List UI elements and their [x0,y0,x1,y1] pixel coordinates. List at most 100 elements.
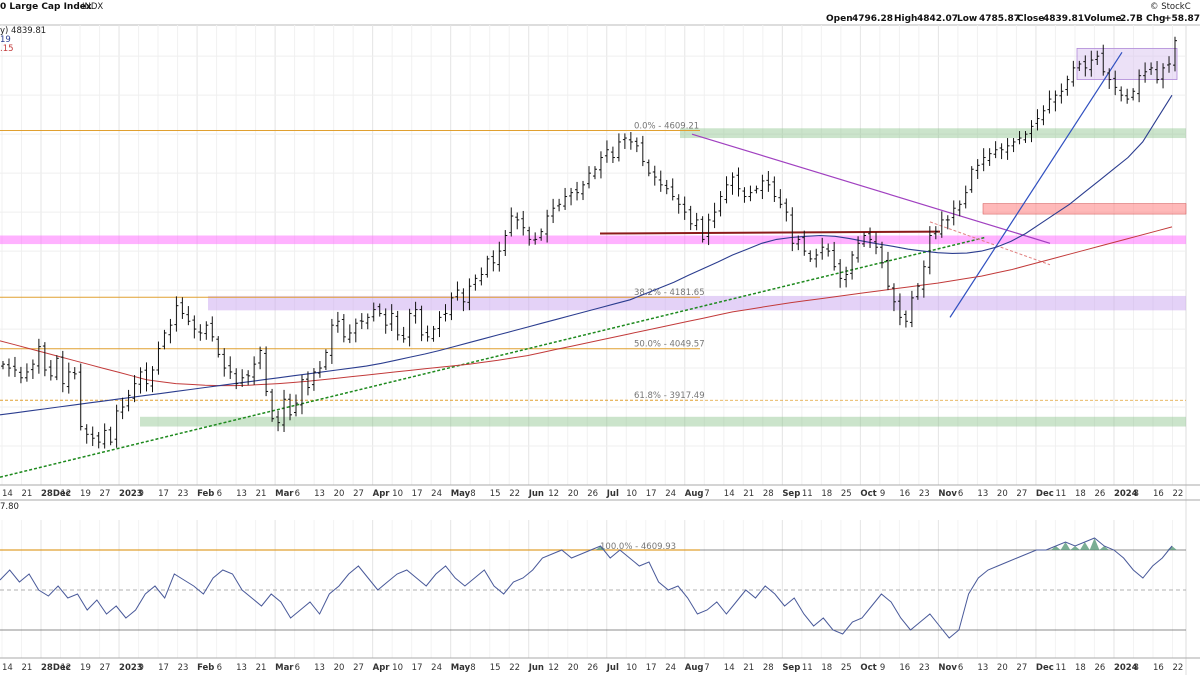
price-bar [24,363,29,382]
price-bar [850,251,855,280]
purple-zone [208,295,1186,311]
x-tick-label: Apr [373,489,391,499]
price-bar [826,243,831,257]
price-bar [856,236,861,263]
x-tick-label-lower: Jun [528,663,544,673]
x-tick-label-lower: 26 [1094,663,1105,673]
x-tick-label-lower: 12 [61,663,72,673]
price-bar [1077,60,1082,71]
price-bar [993,141,998,159]
x-tick-label: 18 [821,489,832,499]
price-bar [1107,68,1112,89]
x-tick-label-lower: 8 [470,663,475,673]
price-bar [467,278,472,311]
price-bar [772,176,777,202]
x-tick-label-lower: 9 [139,663,144,673]
price-bar [527,226,532,246]
price-bar [945,215,950,230]
x-tick-label: Feb [197,489,214,499]
x-tick-label: 26 [1094,489,1105,499]
x-tick-label-lower: 18 [821,663,832,673]
x-tick-label: 9 [880,489,885,499]
price-bar [622,133,627,149]
index-title: 0 Large Cap Index [0,2,92,12]
x-tick-label: Dec [1036,489,1054,499]
price-bar [78,363,83,431]
price-bar [1065,75,1070,96]
x-tick-label: 10 [626,489,637,499]
price-bar [874,232,879,255]
x-tick-label: 28Dec [41,489,71,499]
x-tick-label-lower: 14 [724,663,735,673]
downtrend-line [691,133,1051,244]
x-tick-label-lower: 16 [899,663,910,673]
price-bar [957,200,962,217]
price-bar [640,135,645,167]
price-bar [551,198,556,224]
x-tick-label: 27 [100,489,111,499]
fib-label: 38.2% - 4181.65 [634,288,705,298]
price-bar [144,362,149,392]
high-label: High [894,14,917,24]
x-tick-label-lower: 22 [1172,663,1183,673]
x-tick-label-lower: 7 [704,663,709,673]
price-bar [1155,61,1160,84]
open-value: 4796.28 [852,14,893,24]
legend-ma-blue: 19 [0,35,11,45]
price-bar [628,132,633,150]
x-tick-label: 25 [841,489,852,499]
fibonacci-levels: 0.0% - 4609.21 38.2% - 4181.65 50.0% - 404… [0,122,1186,401]
price-bar [915,283,920,300]
magenta-zone [0,235,1186,245]
price-bar [222,348,227,377]
price-bar [455,281,460,301]
price-bar [790,207,795,252]
price-bar [1047,90,1052,114]
price-bar [712,202,717,229]
x-tick-label-lower: Mar [275,663,294,673]
x-tick-label-lower: Dec [1036,663,1054,673]
price-bar [323,349,328,370]
price-bar [676,194,681,214]
price-bar [664,179,669,195]
price-bar [592,166,597,180]
price-bar [1017,131,1022,145]
price-bar [174,296,179,332]
x-tick-label: 12 [61,489,72,499]
x-tick-label-lower: 11 [1055,663,1066,673]
price-bar [1113,70,1118,96]
x-tick-label-lower: 20 [997,663,1008,673]
x-tick-label-lower: 16 [1153,663,1164,673]
x-tick-label-lower: 8 [1133,663,1138,673]
zones [0,47,1187,427]
price-bar [963,185,968,209]
price-bar [18,366,23,384]
indicator-panel: 100.0% - 4609.93 [0,537,1186,639]
support-zone [140,416,1186,427]
price-bar [670,178,675,201]
price-bar [1095,50,1100,65]
price-bar [234,368,239,390]
price-bar [276,410,281,432]
x-tick-label: 8 [1133,489,1138,499]
price-bar [90,426,95,447]
x-tick-label-lower: 27 [100,663,111,673]
price-bar [1083,55,1088,77]
x-tick-label-lower: 10 [392,663,403,673]
price-bar [587,166,591,189]
price-bar [305,371,310,396]
price-bar [401,326,406,343]
legend-price: y) 4839.81 [0,26,46,36]
price-bar [688,205,693,231]
x-tick-label: 13 [236,489,247,499]
price-bar [760,174,765,200]
x-tick-label-lower: 12 [548,663,559,673]
x-tick-label: 6 [958,489,963,499]
price-bar [909,290,914,328]
price-bar [335,311,340,333]
x-tick-label: 26 [587,489,598,499]
price-bar [682,196,687,220]
price-bar [449,292,454,321]
price-bar [246,370,251,386]
